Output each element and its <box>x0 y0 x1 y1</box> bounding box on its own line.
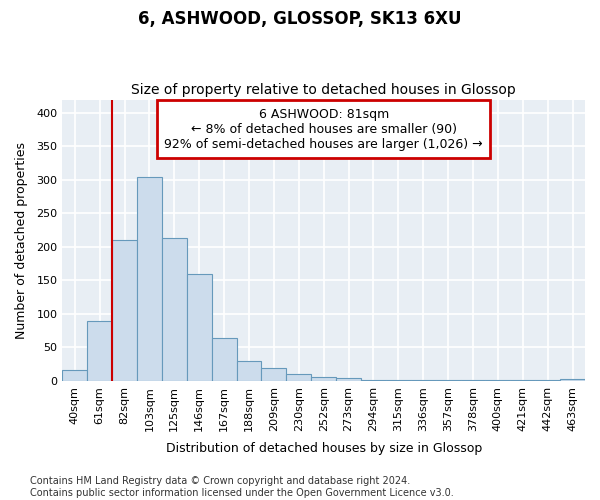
Bar <box>411 380 436 381</box>
Bar <box>137 176 162 381</box>
Bar <box>62 370 87 381</box>
Bar <box>286 374 311 381</box>
Bar <box>212 338 236 381</box>
Bar <box>236 361 262 381</box>
Bar <box>112 240 137 381</box>
Bar <box>461 380 485 381</box>
Bar <box>162 238 187 381</box>
Bar <box>485 380 511 381</box>
Bar <box>386 380 411 381</box>
Bar <box>535 380 560 381</box>
Text: Contains HM Land Registry data © Crown copyright and database right 2024.
Contai: Contains HM Land Registry data © Crown c… <box>30 476 454 498</box>
Text: 6, ASHWOOD, GLOSSOP, SK13 6XU: 6, ASHWOOD, GLOSSOP, SK13 6XU <box>138 10 462 28</box>
X-axis label: Distribution of detached houses by size in Glossop: Distribution of detached houses by size … <box>166 442 482 455</box>
Bar <box>511 380 535 381</box>
Bar <box>336 378 361 381</box>
Y-axis label: Number of detached properties: Number of detached properties <box>15 142 28 338</box>
Bar <box>262 368 286 381</box>
Bar <box>361 380 386 381</box>
Bar <box>187 274 212 381</box>
Bar <box>560 379 585 381</box>
Bar <box>87 320 112 381</box>
Bar <box>436 380 461 381</box>
Bar <box>311 377 336 381</box>
Text: 6 ASHWOOD: 81sqm
← 8% of detached houses are smaller (90)
92% of semi-detached h: 6 ASHWOOD: 81sqm ← 8% of detached houses… <box>164 108 483 151</box>
Title: Size of property relative to detached houses in Glossop: Size of property relative to detached ho… <box>131 83 516 97</box>
